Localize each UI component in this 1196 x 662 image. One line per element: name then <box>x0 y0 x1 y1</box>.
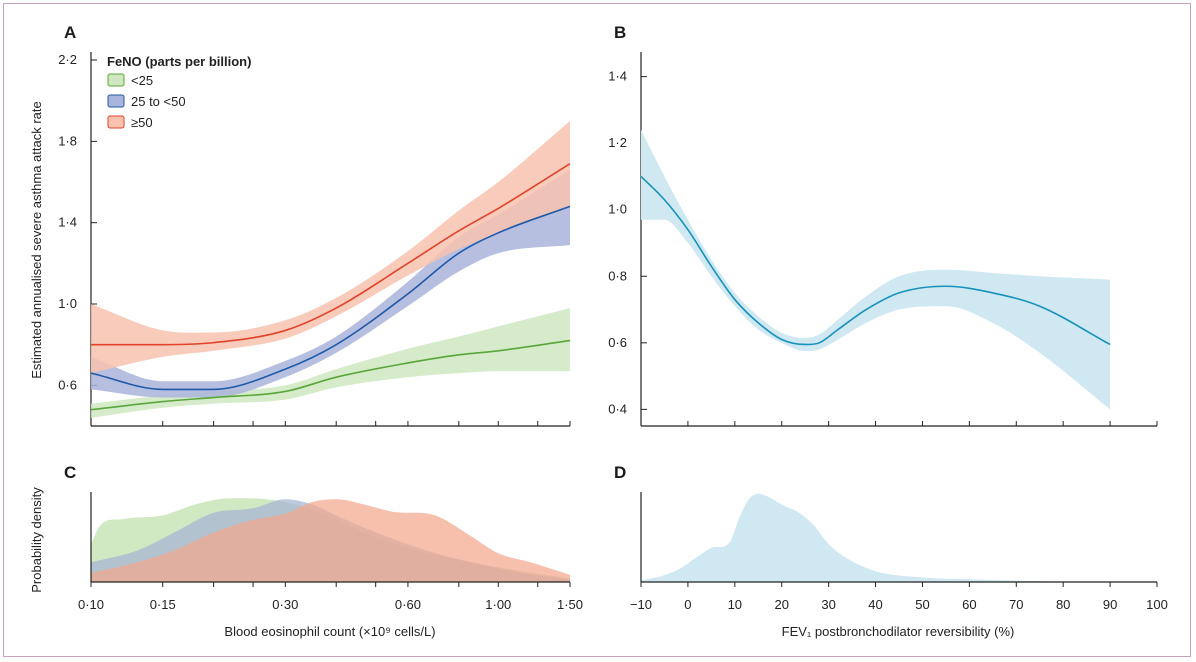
panel-b-ytick-label: 1·0 <box>608 202 627 217</box>
panel-b-ytick-label: 0·4 <box>608 401 627 416</box>
panel-d-xtick-label: 90 <box>1103 597 1117 612</box>
panel-a-ci-band-0 <box>91 308 570 418</box>
legend-swatch-low <box>107 73 125 87</box>
panel-a-ytick-label: 1·4 <box>58 215 77 230</box>
panel-b-line <box>640 175 1111 346</box>
panel-c-xtick-label: 1·50 <box>557 597 583 612</box>
panel-a-ytick-label: 2·2 <box>58 52 77 67</box>
legend-swatch-high <box>107 115 125 129</box>
panel-b-ytick-label: 0·8 <box>608 268 627 283</box>
panel-d-xtick-label: 10 <box>728 597 742 612</box>
panel-d-xtick-label: 60 <box>962 597 976 612</box>
panel-d-density <box>641 493 1111 582</box>
panel-c: 0·10 0·15 0·30 0·60 1·00 1·50 <box>78 492 583 612</box>
legend: FeNO (parts per billion) <25 25 to <50 ≥… <box>107 54 251 130</box>
panel-c-density-2 <box>91 499 570 582</box>
panel-a-ytick-label: 0·6 <box>58 377 77 392</box>
panel-a-ytick-label: 1·0 <box>58 296 77 311</box>
panel-letter-b: B <box>614 23 626 42</box>
panel-a-line-0 <box>90 339 571 411</box>
panel-d-xtick-label: 0 <box>684 597 691 612</box>
panel-a-ylabel: Estimated annualised severe asthma attac… <box>29 101 44 378</box>
legend-swatch-mid <box>107 94 125 108</box>
panel-d-xtick-label: −10 <box>630 597 652 612</box>
panel-letter-a: A <box>64 23 76 42</box>
legend-title: FeNO (parts per billion) <box>107 54 251 69</box>
panel-d-xlabel: FEV₁ postbronchodilator reversibility (%… <box>782 624 1015 639</box>
panel-b-ytick-label: 0·6 <box>608 335 627 350</box>
legend-label-high: ≥50 <box>131 115 153 130</box>
panel-c-xtick-label: 0·30 <box>272 597 298 612</box>
panel-c-xtick-label: 0·60 <box>395 597 421 612</box>
panel-a-ci-band-1 <box>91 169 570 398</box>
panel-d-xtick-label: 20 <box>774 597 788 612</box>
panel-a-line-1 <box>90 205 571 391</box>
panel-c-xtick-label: 0·15 <box>150 597 176 612</box>
panel-d-xtick-label: 30 <box>821 597 835 612</box>
panel-a-ytick-label: 1·8 <box>58 133 77 148</box>
panel-d-xtick-label: 40 <box>868 597 882 612</box>
panel-d-xtick-label: 100 <box>1146 597 1168 612</box>
panel-c-xtick-label: 0·10 <box>78 597 104 612</box>
panel-b-ytick-label: 1·4 <box>608 69 627 84</box>
legend-label-mid: 25 to <50 <box>131 94 186 109</box>
figure-frame <box>3 3 1191 657</box>
panel-a: 0·6 1·0 1·4 1·8 2·2 <box>58 52 571 427</box>
panel-a-ci-band-2 <box>91 121 570 374</box>
panel-a-line-2 <box>90 163 571 346</box>
panel-c-ylabel: Probability density <box>29 487 44 593</box>
legend-label-low: <25 <box>131 73 153 88</box>
panel-c-xtick-label: 1·00 <box>485 597 511 612</box>
panel-d-xtick-label: 80 <box>1056 597 1070 612</box>
panel-letter-d: D <box>614 463 626 482</box>
panel-letter-c: C <box>64 463 76 482</box>
panel-d-xtick-label: 70 <box>1009 597 1023 612</box>
panel-b: 0·4 0·6 0·8 1·0 1·2 1·4 <box>608 52 1158 427</box>
panel-d-xtick-label: 50 <box>915 597 929 612</box>
panel-b-ytick-label: 1·2 <box>608 135 627 150</box>
panel-d: −10 0 10 20 30 40 50 60 70 80 90 100 <box>630 492 1168 612</box>
panel-b-ci-band <box>641 129 1111 410</box>
panel-c-xlabel: Blood eosinophil count (×10⁹ cells/L) <box>224 624 435 639</box>
